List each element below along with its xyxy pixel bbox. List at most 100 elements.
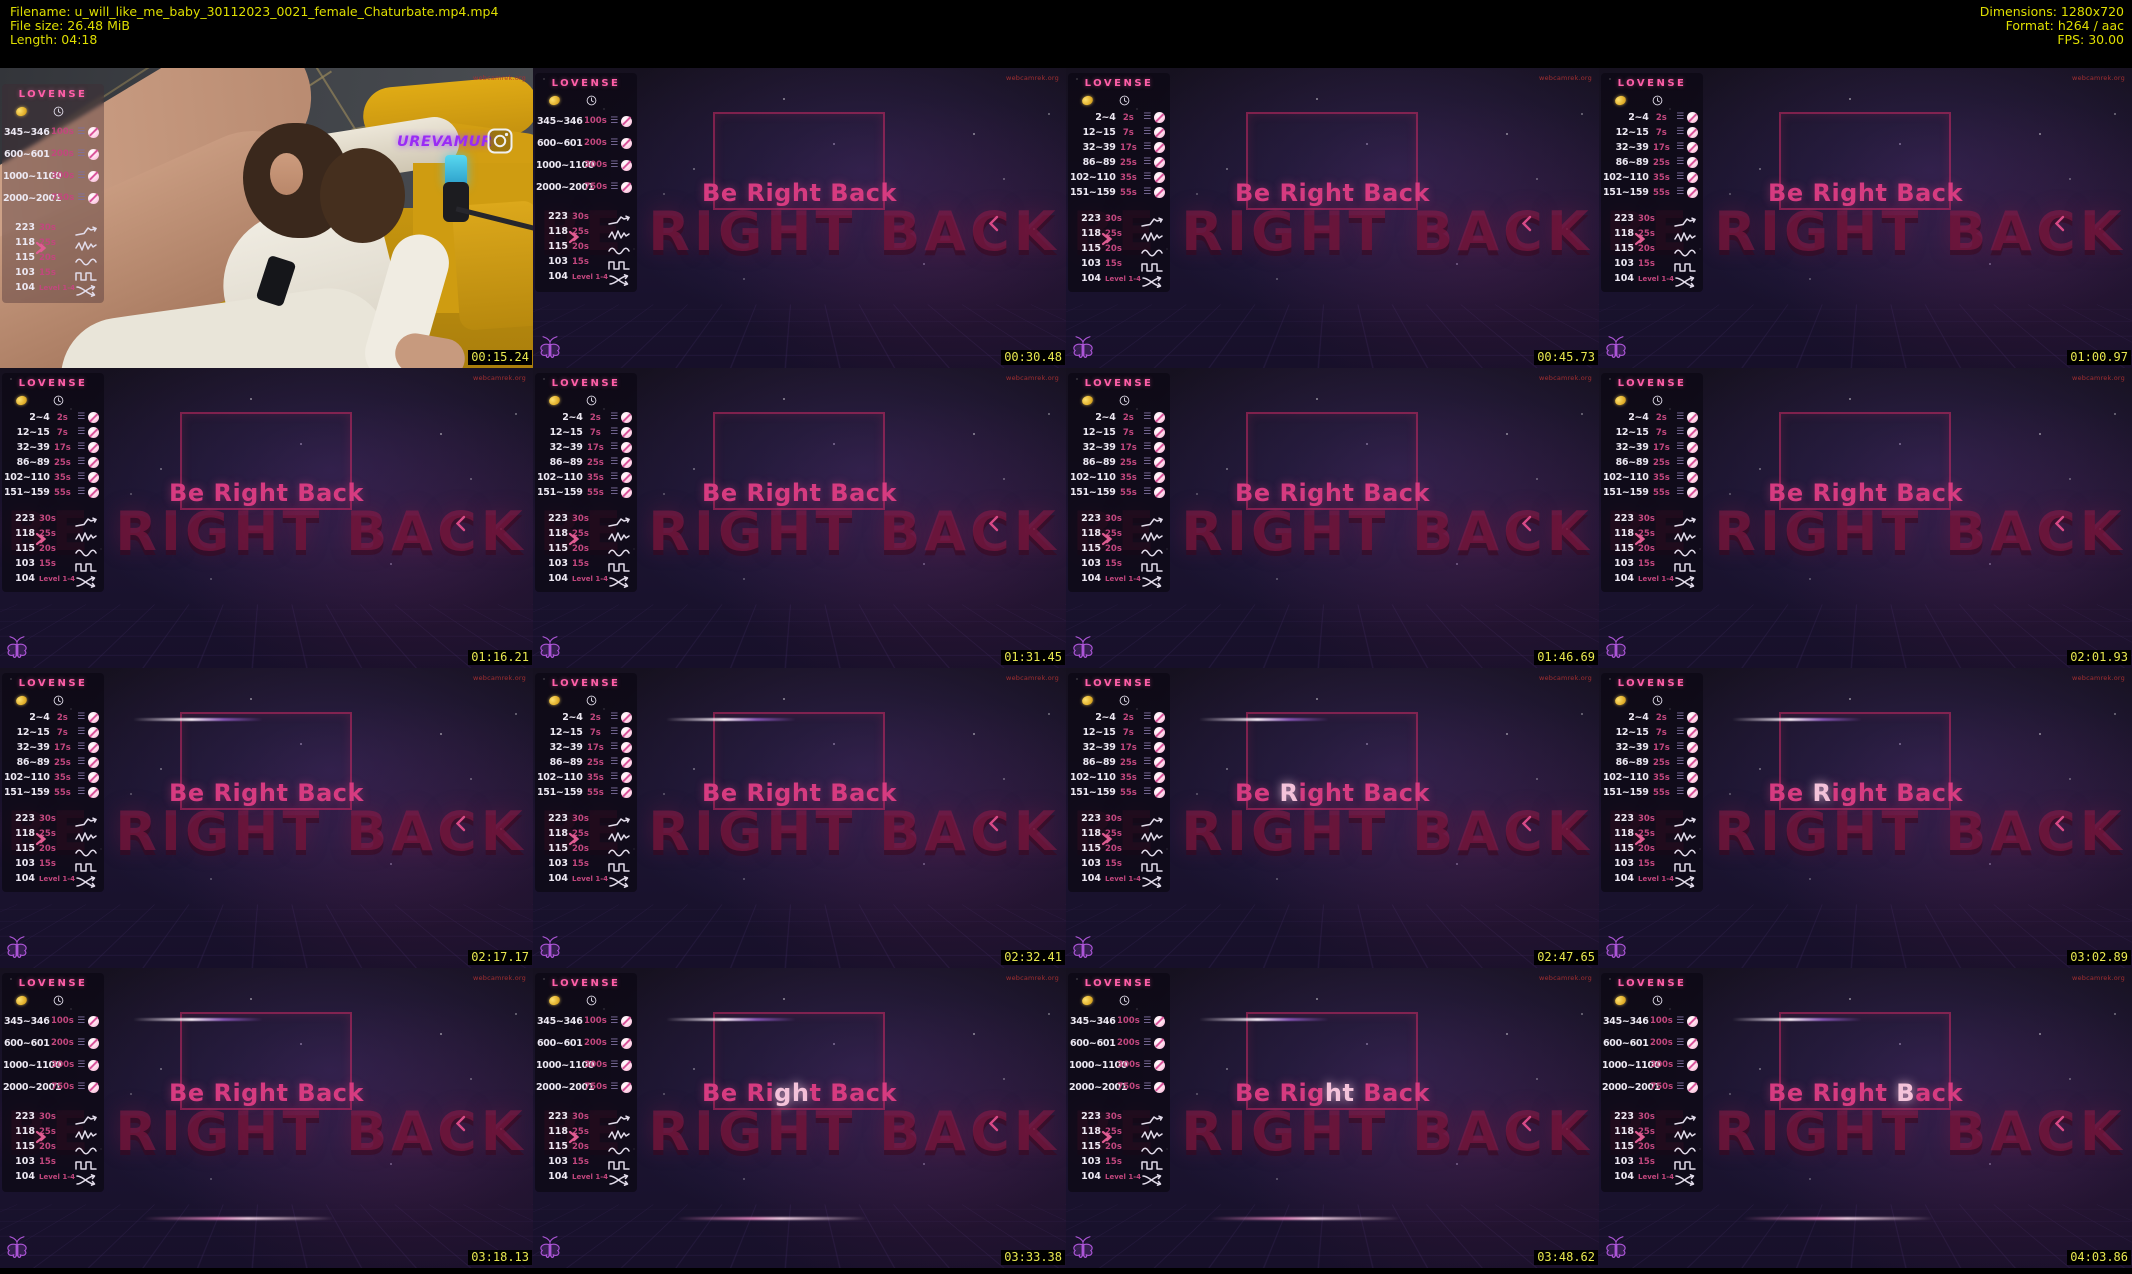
tip-duration: 17s <box>1116 743 1142 753</box>
vibe-toggle-icon <box>1687 727 1698 738</box>
chevron-right-icon <box>1634 531 1646 545</box>
pattern-duration: 15s <box>572 1157 589 1167</box>
tip-menu-row: 345~346 100s ☰ <box>2 121 104 143</box>
tip-range: 86~89 <box>1069 457 1116 468</box>
tip-menu-row: 151~159 55s ☰ <box>2 785 104 800</box>
pattern-number: 118 <box>536 528 568 539</box>
pattern-number: 223 <box>3 1111 35 1122</box>
tip-range: 32~39 <box>1602 742 1649 753</box>
vibe-toggle-icon <box>621 742 632 753</box>
menu-list-icon: ☰ <box>1674 128 1686 137</box>
grid-floor <box>1066 1204 1599 1268</box>
tip-duration: 200s <box>1116 1038 1142 1048</box>
vibe-toggle-icon <box>1154 187 1165 198</box>
pattern-duration: 30s <box>1638 814 1655 824</box>
chevron-left-icon <box>988 515 999 532</box>
tip-duration: 2s <box>1649 713 1675 723</box>
vibe-toggle-icon <box>1154 157 1165 168</box>
tip-range: 102~110 <box>1069 172 1116 183</box>
tip-range: 102~110 <box>3 772 50 783</box>
pattern-row: 104 Level 1-4 <box>535 269 637 284</box>
tip-menu-row: 1000~1100 300s ☰ <box>2 165 104 187</box>
tip-duration: 25s <box>1649 158 1675 168</box>
tip-range: 600~601 <box>3 1038 50 1049</box>
menu-list-icon: ☰ <box>75 1083 87 1092</box>
lens-flare <box>133 1018 263 1021</box>
tip-duration: 17s <box>1116 443 1142 453</box>
vibe-toggle-icon <box>1687 457 1698 468</box>
tip-duration: 25s <box>1649 458 1675 468</box>
pattern-number: 104 <box>3 282 35 293</box>
brb-title: Be Right Back <box>702 179 897 207</box>
vibe-toggle-icon <box>1687 772 1698 783</box>
tip-range: 2000~2001 <box>3 1082 50 1093</box>
lovense-logo: LOVENSE <box>1068 678 1170 689</box>
chevron-right-icon <box>568 229 580 243</box>
chevron-left-icon <box>2054 215 2065 232</box>
clock-icon <box>560 91 597 110</box>
chevron-left-icon <box>2054 815 2065 832</box>
grid-floor <box>0 1204 533 1268</box>
pattern-number: 103 <box>3 558 35 569</box>
pattern-row: 104 Level 1-4 <box>1068 1169 1170 1184</box>
thumbnail-grid: UREVAMUR LOVENSE 345~346 100s ☰ 600~601 … <box>0 68 2132 1268</box>
tip-duration: 7s <box>50 428 76 438</box>
chevron-left-icon <box>2054 515 2065 532</box>
tip-range: 600~601 <box>1602 1038 1649 1049</box>
tip-duration: 25s <box>1116 758 1142 768</box>
rise-wave-icon <box>608 813 630 825</box>
pulse-wave-icon <box>1141 228 1163 240</box>
pattern-duration: Level 1-4 <box>39 1173 75 1181</box>
video-thumbnail-brb: BE RIGHT BACK Be Right Back LOVENSE 2~4 … <box>1066 668 1599 968</box>
chevron-left-icon <box>1521 1115 1532 1132</box>
microphone-body <box>443 182 469 222</box>
tip-range: 102~110 <box>1069 472 1116 483</box>
menu-list-icon: ☰ <box>608 139 620 148</box>
lovense-tip-panel: LOVENSE 2~4 2s ☰ 12~15 7s ☰ 32~39 17s ☰ … <box>535 673 637 892</box>
menu-list-icon: ☰ <box>1674 443 1686 452</box>
tip-range: 2~4 <box>1602 712 1649 723</box>
tip-menu-row: 600~601 200s ☰ <box>535 1032 637 1054</box>
pattern-row: 118 25s <box>2 235 104 250</box>
menu-list-icon: ☰ <box>608 743 620 752</box>
lovense-logo: LOVENSE <box>2 89 104 100</box>
tip-duration: 35s <box>583 473 609 483</box>
pattern-row: 223 30s <box>1068 811 1170 826</box>
pattern-number: 223 <box>3 813 35 824</box>
menu-list-icon: ☰ <box>1141 158 1153 167</box>
pattern-number: 104 <box>1602 1171 1634 1182</box>
streamer-watermark: UREVAMUR <box>397 134 493 150</box>
tip-duration: 35s <box>1649 773 1675 783</box>
vibe-toggle-icon <box>621 727 632 738</box>
tip-range: 12~15 <box>536 427 583 438</box>
pattern-number: 223 <box>3 513 35 524</box>
chevron-left-icon <box>988 1115 999 1132</box>
menu-list-icon: ☰ <box>608 443 620 452</box>
pattern-row: 223 30s <box>2 1109 104 1124</box>
pattern-row: 223 30s <box>1601 211 1703 226</box>
instagram-icon <box>487 128 513 154</box>
pattern-duration: Level 1-4 <box>1105 1173 1141 1181</box>
square-wave-icon <box>1141 258 1163 270</box>
vibe-toggle-icon <box>88 412 99 423</box>
moth-logo-icon <box>537 335 563 359</box>
timestamp-badge: 00:45.73 <box>1534 350 1598 365</box>
lovense-logo: LOVENSE <box>1601 78 1703 89</box>
pattern-number: 118 <box>1069 1126 1101 1137</box>
vibe-toggle-icon <box>621 412 632 423</box>
tip-menu-row: 600~601 200s ☰ <box>1068 1032 1170 1054</box>
tip-range: 151~159 <box>1069 187 1116 198</box>
menu-list-icon: ☰ <box>75 413 87 422</box>
pattern-duration: 15s <box>39 1157 56 1167</box>
shuffle-icon <box>1141 873 1163 885</box>
menu-list-icon: ☰ <box>608 713 620 722</box>
pattern-number: 223 <box>3 222 35 233</box>
vibe-toggle-icon <box>88 727 99 738</box>
tip-range: 32~39 <box>1069 442 1116 453</box>
menu-list-icon: ☰ <box>608 758 620 767</box>
tip-menu-row: 32~39 17s ☰ <box>1601 440 1703 455</box>
grid-floor <box>533 304 1066 368</box>
lovense-tip-panel: LOVENSE 2~4 2s ☰ 12~15 7s ☰ 32~39 17s ☰ … <box>1601 673 1703 892</box>
vibe-toggle-icon <box>621 138 632 149</box>
chevron-left-icon <box>988 215 999 232</box>
